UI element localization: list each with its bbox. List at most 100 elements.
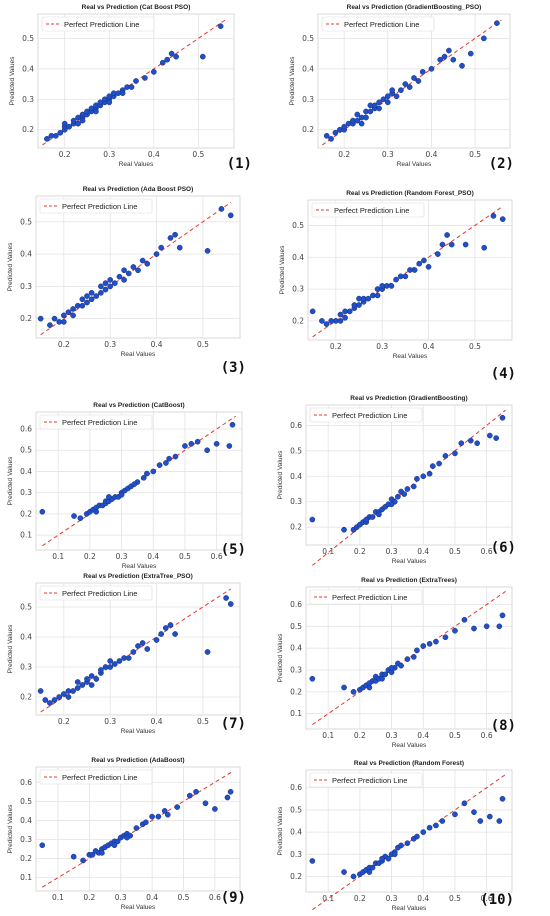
scatter-point xyxy=(398,842,404,849)
scatter-point xyxy=(79,302,86,309)
x-tick-label: 0.5 xyxy=(179,552,191,561)
scatter-point xyxy=(376,99,382,106)
x-axis-label: Real Values xyxy=(392,558,427,565)
y-tick-label: 0.2 xyxy=(20,314,32,323)
scatter-point xyxy=(135,643,141,649)
scatter-point xyxy=(490,213,497,219)
x-tick-label: 0.2 xyxy=(58,340,70,349)
scatter-point xyxy=(107,664,114,670)
x-axis-label: Real Values xyxy=(392,742,427,749)
y-tick-label: 0.5 xyxy=(302,34,314,43)
scatter-point xyxy=(371,102,378,109)
scatter-point xyxy=(226,443,233,449)
scatter-point xyxy=(379,855,385,862)
scatter-point xyxy=(404,840,411,847)
scatter-point xyxy=(84,676,90,682)
scatter-point xyxy=(414,833,420,840)
scatter-point xyxy=(60,312,67,319)
scatter-point xyxy=(172,231,178,238)
scatter-point xyxy=(452,450,458,457)
y-tick-label: 0.2 xyxy=(20,854,32,863)
scatter-point xyxy=(358,120,365,127)
scatter-point xyxy=(442,453,449,459)
x-tick-label: 0.4 xyxy=(151,340,163,349)
y-tick-label: 0.2 xyxy=(20,693,32,702)
legend-box xyxy=(39,769,153,785)
legend-box xyxy=(309,589,423,605)
chart-panel-5: 0.1 0.2 0.3 0.4 0.5 0.6 0.1 0.2 0.3 0.4 0.5 0.6 Perf… xyxy=(7,402,246,570)
scatter-point xyxy=(66,123,73,130)
scatter-point xyxy=(70,853,77,860)
scatter-point xyxy=(107,277,114,283)
x-tick-label: 0.3 xyxy=(103,150,115,159)
legend-label: Perfect Prediction Line xyxy=(62,773,137,782)
scatter-point xyxy=(332,129,339,136)
scatter-point xyxy=(410,483,417,490)
ideal-line xyxy=(312,774,506,911)
scatter-point xyxy=(442,634,449,641)
y-axis-label: Predicted Values xyxy=(277,633,284,682)
scatter-point xyxy=(384,93,391,100)
scatter-point xyxy=(419,69,426,75)
scatter-point xyxy=(155,813,162,820)
scatter-point xyxy=(467,437,474,444)
scatter-point xyxy=(65,694,72,700)
x-tick-label: 0.4 xyxy=(417,547,429,556)
scatter-point xyxy=(164,56,171,63)
y-tick-label: 0.1 xyxy=(20,873,32,882)
scatter-point xyxy=(393,93,400,100)
scatter-point xyxy=(98,667,104,673)
scatter-point xyxy=(342,314,348,321)
x-tick-label: 0.2 xyxy=(354,894,366,903)
legend-label: Perfect Prediction Line xyxy=(334,206,409,215)
chart-title: Real vs Prediction (ExtraTrees) xyxy=(361,577,457,584)
x-tick-label: 0.3 xyxy=(376,342,388,351)
chart-title: Real vs Prediction (AdaBoost) xyxy=(91,757,184,764)
scatter-point xyxy=(194,438,201,445)
scatter-point xyxy=(428,65,435,72)
scatter-point xyxy=(164,811,171,818)
scatter-point xyxy=(337,311,344,318)
scatter-point xyxy=(379,283,386,289)
x-axis-label: Real Values xyxy=(121,904,156,911)
y-tick-label: 0.5 xyxy=(22,34,34,43)
scatter-point xyxy=(461,800,468,807)
scatter-point xyxy=(93,293,100,299)
scatter-point xyxy=(65,309,72,316)
scatter-point xyxy=(60,691,67,697)
scatter-point xyxy=(461,616,468,623)
y-tick-label: 0.3 xyxy=(290,666,302,675)
scatter-point xyxy=(161,808,168,814)
scatter-point xyxy=(402,81,409,87)
scatter-point xyxy=(52,132,59,139)
scatter-point xyxy=(51,697,58,703)
scatter-point xyxy=(374,292,381,299)
scatter-point xyxy=(150,69,157,75)
scatter-point xyxy=(499,414,506,421)
scatter-point xyxy=(389,87,396,93)
scatter-point xyxy=(382,671,389,678)
x-tick-label: 0.5 xyxy=(449,731,461,740)
chart-panel-2: 0.2 0.3 0.4 0.5 0.2 0.3 0.4 0.5 Perfect Predicti… xyxy=(289,4,514,172)
ideal-line xyxy=(312,409,506,566)
legend-label: Perfect Prediction Line xyxy=(64,20,139,29)
legend-box xyxy=(309,407,423,423)
x-axis-label: Real Values xyxy=(393,353,428,360)
y-tick-label: 0.5 xyxy=(20,603,32,612)
scatter-point xyxy=(223,595,229,601)
panel-label: (6) xyxy=(491,540,516,556)
scatter-point xyxy=(144,470,150,477)
y-tick-label: 0.2 xyxy=(292,316,304,325)
scatter-point xyxy=(60,319,67,325)
y-tick-label: 0.4 xyxy=(20,467,32,476)
chart-title: Real vs Prediction (GradientBoosting) xyxy=(350,395,467,402)
scatter-point xyxy=(204,248,211,254)
scatter-point xyxy=(398,662,404,669)
scatter-point xyxy=(365,295,372,302)
scatter-point xyxy=(499,795,506,802)
scatter-point xyxy=(79,296,86,303)
scatter-point xyxy=(319,318,325,324)
scatter-point xyxy=(459,62,465,69)
scatter-point xyxy=(366,869,373,875)
chart-panel-1: 0.2 0.3 0.4 0.5 0.2 0.3 0.4 0.5 Perfect Predicti… xyxy=(9,4,252,172)
